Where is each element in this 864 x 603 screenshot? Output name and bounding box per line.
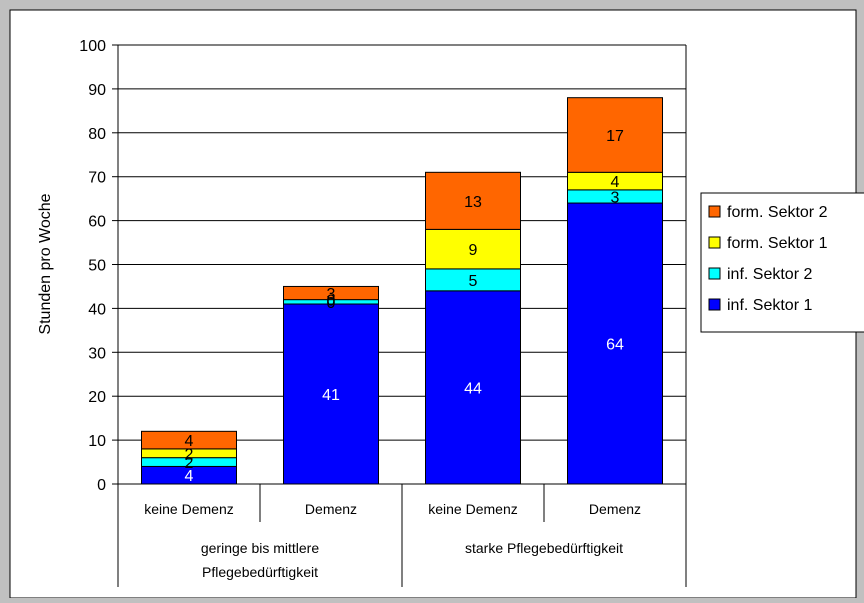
y-tick-label: 100: [79, 38, 106, 55]
data-label: 0: [327, 293, 336, 310]
y-tick-label: 80: [88, 126, 106, 143]
data-label: 3: [611, 189, 620, 206]
legend-box: [700, 192, 864, 333]
y-tick-label: 10: [88, 433, 106, 450]
data-label: 17: [606, 128, 624, 145]
y-tick-label: 20: [88, 389, 106, 406]
legend-label: inf. Sektor 2: [727, 266, 812, 283]
group-label: starke Pflegebedürftigkeit: [465, 540, 623, 556]
group-label: geringe bis mittlere Pflegebedürftigkeit: [201, 540, 319, 580]
y-tick-label: 0: [97, 477, 106, 494]
bar-segment: [567, 97, 663, 173]
data-label: 3: [327, 286, 336, 303]
bar-segment: [425, 290, 521, 485]
bar-segment: [567, 202, 663, 485]
data-label: 64: [606, 337, 624, 354]
data-label: 9: [469, 242, 478, 259]
data-label: 4: [185, 433, 194, 450]
data-label: 2: [185, 446, 194, 463]
bar-segment: [425, 171, 521, 230]
data-label: 2: [185, 455, 194, 472]
data-label: 4: [611, 174, 620, 191]
data-label: 4: [185, 468, 194, 485]
data-label: 41: [322, 387, 340, 404]
y-tick-label: 60: [88, 214, 106, 231]
data-label: 44: [464, 380, 482, 397]
category-label: Demenz: [305, 501, 357, 517]
bar-segment: [283, 285, 379, 301]
y-tick-label: 90: [88, 82, 106, 99]
y-tick-label: 70: [88, 170, 106, 187]
y-tick-label: 30: [88, 345, 106, 362]
data-label: 0: [327, 295, 336, 312]
y-axis-label: Stunden pro Woche: [37, 193, 54, 334]
legend-swatch: [708, 205, 721, 218]
legend-label: form. Sektor 1: [727, 235, 828, 252]
data-label: 13: [464, 194, 482, 211]
legend-label: inf. Sektor 1: [727, 297, 812, 314]
bar-segment: [141, 430, 237, 450]
legend-label: form. Sektor 2: [727, 204, 828, 221]
data-label: 5: [469, 273, 478, 290]
legend-swatch: [708, 298, 721, 311]
legend-swatch: [708, 267, 721, 280]
y-tick-label: 50: [88, 258, 106, 275]
category-label: keine Demenz: [428, 501, 518, 517]
legend: form. Sektor 2 form. Sektor 1 inf. Sektor …: [700, 192, 864, 333]
y-tick-label: 40: [88, 301, 106, 318]
category-label: keine Demenz: [144, 501, 234, 517]
legend-swatch: [708, 236, 721, 249]
category-label: Demenz: [589, 501, 641, 517]
bars: [141, 97, 663, 485]
